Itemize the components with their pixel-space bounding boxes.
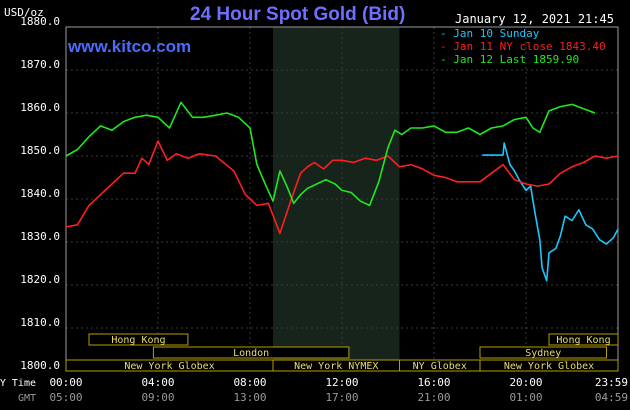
series-line-3 (65, 101, 596, 207)
x-tick-label: 20:00 (509, 376, 542, 389)
x-tick-label: 23:59 (595, 376, 628, 389)
x-tick-label: 04:00 (141, 376, 174, 389)
session-bar (152, 346, 350, 359)
legend-entry-jan10: - Jan 10 Sunday (440, 27, 540, 40)
chart-title: 24 Hour Spot Gold (Bid) (190, 4, 406, 25)
y-axis-labels: 1800.0 1810.0 1820.0 1830.0 1840.0 1850.0 1860… (20, 15, 60, 372)
x-row-name: GMT (18, 393, 36, 404)
x-tick-label: 13:00 (233, 391, 266, 404)
y-tick-label: 1800.0 (20, 359, 60, 372)
x-tick-label: 01:00 (509, 391, 542, 404)
x-tick-label: 21:00 (417, 391, 450, 404)
series-lines (65, 101, 619, 282)
x-tick-label: 16:00 (417, 376, 450, 389)
session-label: New York Globex (124, 361, 214, 372)
legend-label-jan12: Jan 12 Last 1859.90 (453, 53, 580, 66)
y-axis-unit: USD/oz (4, 6, 44, 19)
timestamp: January 12, 2021 21:45 (455, 12, 614, 26)
y-tick-label: 1830.0 (20, 230, 60, 243)
y-tick-label: 1810.0 (20, 316, 60, 329)
x-tick-label: 08:00 (233, 376, 266, 389)
x-tick-label: 09:00 (141, 391, 174, 404)
y-tick-label: 1870.0 (20, 58, 60, 71)
x-tick-label: 17:00 (325, 391, 358, 404)
market-sessions: Hong Kong London New York Globex New York N… (65, 333, 619, 372)
session-label: Hong Kong (556, 335, 610, 346)
legend-label-jan10: Jan 10 Sunday (453, 27, 540, 40)
y-tick-label: 1880.0 (20, 15, 60, 28)
y-tick-label: 1820.0 (20, 273, 60, 286)
y-tick-label: 1860.0 (20, 101, 60, 114)
session-label: Hong Kong (111, 335, 165, 346)
session-bar (88, 333, 189, 346)
session-label: London (233, 348, 269, 359)
y-tick-label: 1850.0 (20, 144, 60, 157)
x-tick-label: 05:00 (49, 391, 82, 404)
session-label: New York NYMEX (294, 361, 378, 372)
series-line-1 (482, 142, 619, 282)
site-url: www.kitco.com (68, 37, 192, 56)
session-bar (479, 359, 619, 372)
x-tick-label: 04:59 (595, 391, 628, 404)
x-row-name: NY Time (0, 378, 36, 389)
session-label: Sydney (525, 348, 561, 359)
session-label: NY Globex (413, 361, 467, 372)
series-line-2 (65, 140, 619, 235)
session-label: New York Globex (504, 361, 594, 372)
x-tick-label: 12:00 (325, 376, 358, 389)
y-tick-label: 1840.0 (20, 187, 60, 200)
x-tick-label: 00:00 (49, 376, 82, 389)
legend-entry-jan12: - Jan 12 Last 1859.90 (440, 53, 580, 66)
x-axis-labels: NY Time 00:00 04:00 08:00 12:00 16:00 20:00 23:… (0, 376, 628, 404)
legend-entry-jan11: - Jan 11 NY close 1843.40 (440, 40, 606, 53)
legend-label-jan11: Jan 11 NY close 1843.40 (453, 40, 606, 53)
session-bar (479, 346, 607, 359)
session-bar (548, 333, 619, 346)
